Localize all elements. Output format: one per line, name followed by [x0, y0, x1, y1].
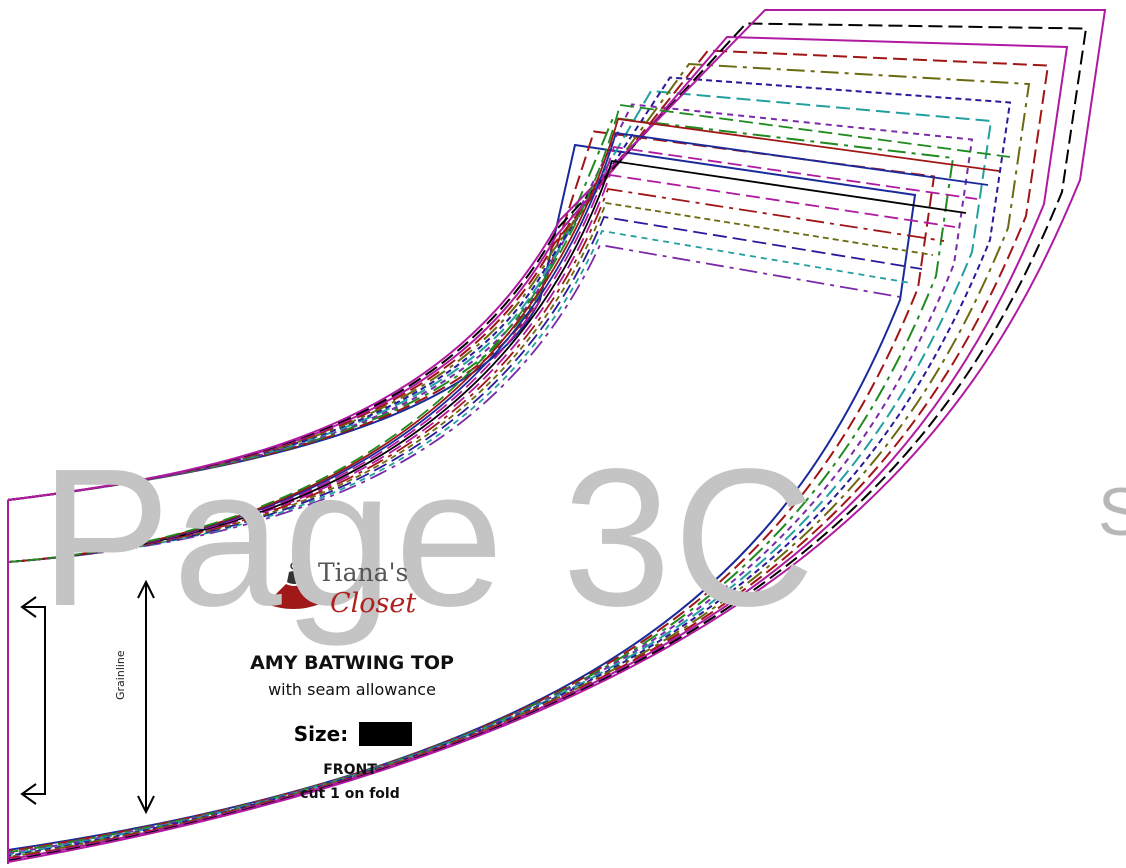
sleeve-outline-1	[7, 243, 901, 563]
piece-name: FRONT	[323, 762, 377, 778]
grainline-label: Grainline	[114, 650, 127, 700]
brand-script: Closet	[330, 588, 417, 619]
fold-bracket-icon	[20, 596, 46, 805]
page-watermark: Page 3C	[40, 428, 817, 647]
brand-name: Tiana's	[318, 558, 409, 587]
grainline-arrow-icon	[137, 579, 155, 815]
sleeve-outline-11	[7, 104, 1011, 563]
size-outline-4	[7, 103, 974, 855]
cut-instruction: cut 1 on fold	[300, 786, 400, 802]
size-outlines	[7, 9, 1107, 863]
size-label: Size:	[293, 722, 349, 746]
page-watermark-edge: Sa	[1098, 480, 1126, 610]
size-outline-11	[7, 9, 1107, 863]
size-value: ZXLS	[359, 722, 413, 746]
watermark-edge-glyphs: Sa	[1098, 480, 1126, 550]
pattern-subtitle: with seam allowance	[268, 680, 436, 699]
pattern-title: AMY BATWING TOP	[250, 652, 454, 674]
size-row: Size: ZXLS	[258, 722, 448, 746]
dress-form-icon	[266, 562, 320, 609]
size-outline-6	[7, 76, 1012, 857]
